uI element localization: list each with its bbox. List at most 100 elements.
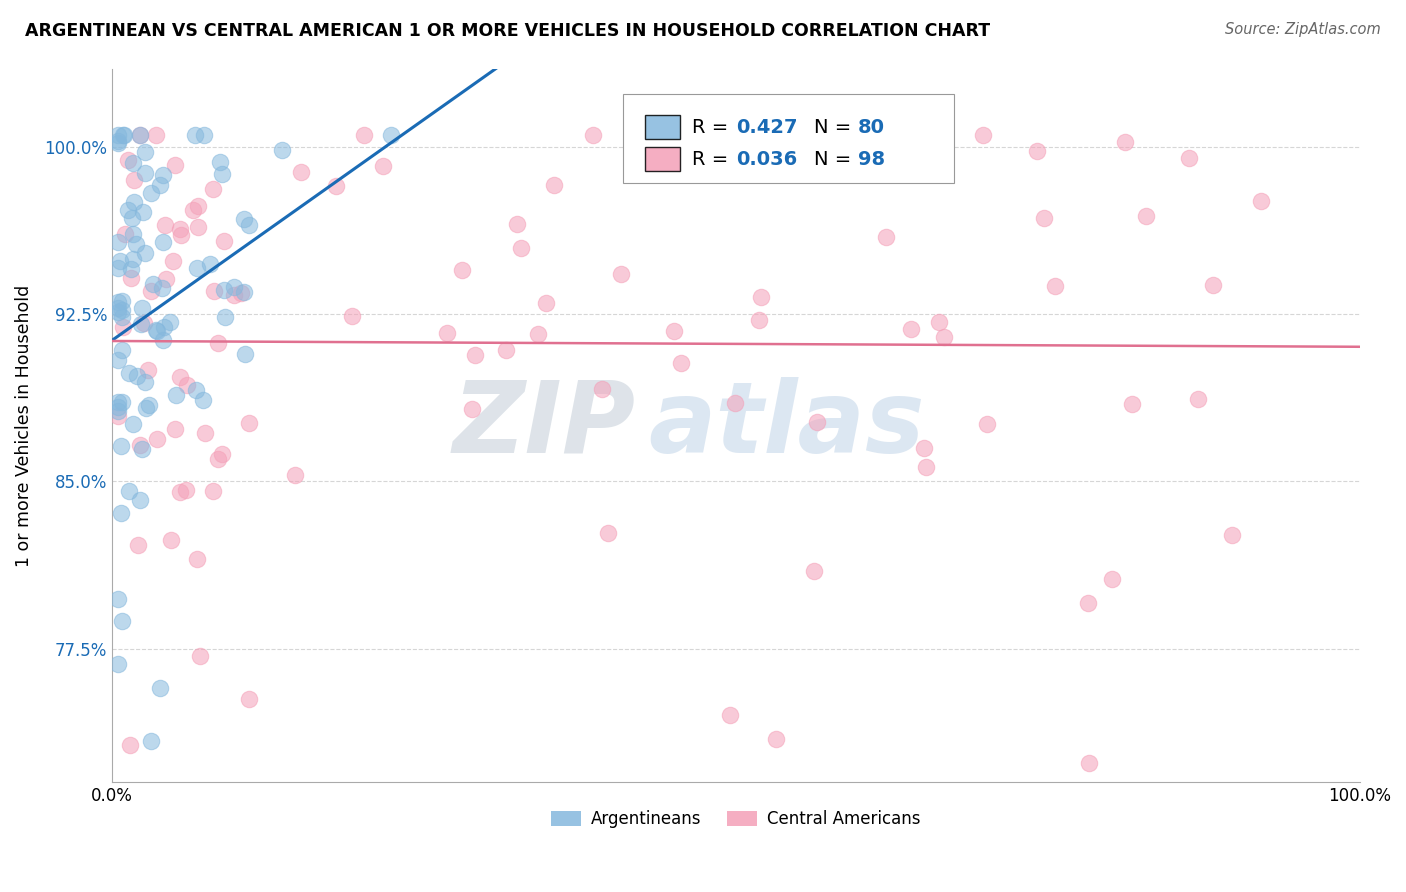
Point (222, 280, 245, 294)
Point (118, 738, 141, 752)
Point (724, 396, 747, 410)
Point (194, 425, 217, 440)
Point (209, 155, 232, 169)
Point (1250, 194, 1272, 209)
Point (145, 128, 167, 143)
Point (229, 286, 252, 301)
Point (134, 165, 156, 179)
Point (510, 241, 533, 255)
Text: R =: R = (692, 150, 734, 169)
Point (875, 230, 897, 244)
Point (202, 182, 225, 196)
Point (139, 733, 162, 747)
Point (162, 253, 184, 268)
Point (124, 236, 146, 251)
Point (122, 172, 145, 186)
Point (342, 309, 364, 323)
Point (107, 260, 129, 275)
Point (186, 261, 208, 276)
Y-axis label: 1 or more Vehicles in Household: 1 or more Vehicles in Household (15, 285, 32, 566)
Point (233, 212, 256, 227)
Point (120, 262, 142, 277)
Point (117, 153, 139, 167)
Point (128, 438, 150, 452)
Point (169, 484, 191, 499)
Text: 80: 80 (858, 118, 884, 136)
Point (131, 442, 153, 457)
Point (111, 343, 134, 357)
Point (214, 310, 236, 325)
Point (536, 296, 558, 310)
Point (184, 128, 207, 143)
Point (110, 439, 132, 453)
Point (976, 417, 998, 431)
Legend: Argentineans, Central Americans: Argentineans, Central Americans (544, 804, 927, 835)
Point (972, 128, 994, 143)
Point (131, 301, 153, 316)
Point (141, 285, 163, 299)
Point (748, 312, 770, 326)
Point (136, 362, 159, 376)
Point (232, 285, 254, 299)
Point (200, 257, 222, 271)
Text: N =: N = (814, 118, 858, 136)
Point (165, 422, 187, 436)
Point (111, 303, 134, 318)
Point (803, 565, 825, 579)
Point (238, 691, 260, 706)
Point (107, 301, 129, 315)
Point (145, 432, 167, 446)
Point (1220, 528, 1243, 542)
Point (169, 370, 191, 384)
Point (806, 415, 828, 429)
Point (543, 178, 565, 193)
Point (117, 202, 139, 217)
Point (1078, 756, 1101, 770)
Point (207, 452, 229, 467)
Point (1032, 211, 1054, 225)
Point (664, 324, 686, 338)
Point (186, 552, 208, 566)
Point (122, 194, 145, 209)
Point (118, 483, 141, 498)
Point (598, 525, 620, 540)
Point (153, 320, 176, 334)
Point (152, 333, 174, 347)
FancyBboxPatch shape (645, 147, 679, 171)
Point (609, 267, 631, 281)
Point (353, 128, 375, 143)
Point (201, 483, 224, 498)
Point (122, 156, 145, 170)
Point (284, 467, 307, 482)
Point (155, 272, 177, 286)
Point (270, 144, 292, 158)
Point (1101, 572, 1123, 586)
Point (582, 128, 605, 143)
Point (120, 271, 142, 285)
Point (149, 178, 172, 192)
Point (1201, 278, 1223, 293)
Point (134, 246, 156, 260)
Text: 98: 98 (858, 150, 886, 169)
Point (373, 159, 395, 173)
Point (875, 128, 897, 143)
Point (1043, 278, 1066, 293)
Point (107, 128, 129, 143)
Point (928, 315, 950, 329)
Point (233, 347, 256, 361)
Point (212, 235, 235, 249)
Point (451, 263, 474, 277)
Point (912, 441, 935, 455)
Point (749, 290, 772, 304)
Point (107, 401, 129, 415)
Point (1121, 397, 1143, 411)
Point (146, 324, 169, 338)
Point (150, 280, 173, 294)
Point (188, 649, 211, 664)
Point (176, 378, 198, 392)
Point (184, 384, 207, 398)
Point (110, 506, 132, 520)
Point (107, 404, 129, 418)
Point (132, 205, 155, 219)
Point (169, 222, 191, 236)
